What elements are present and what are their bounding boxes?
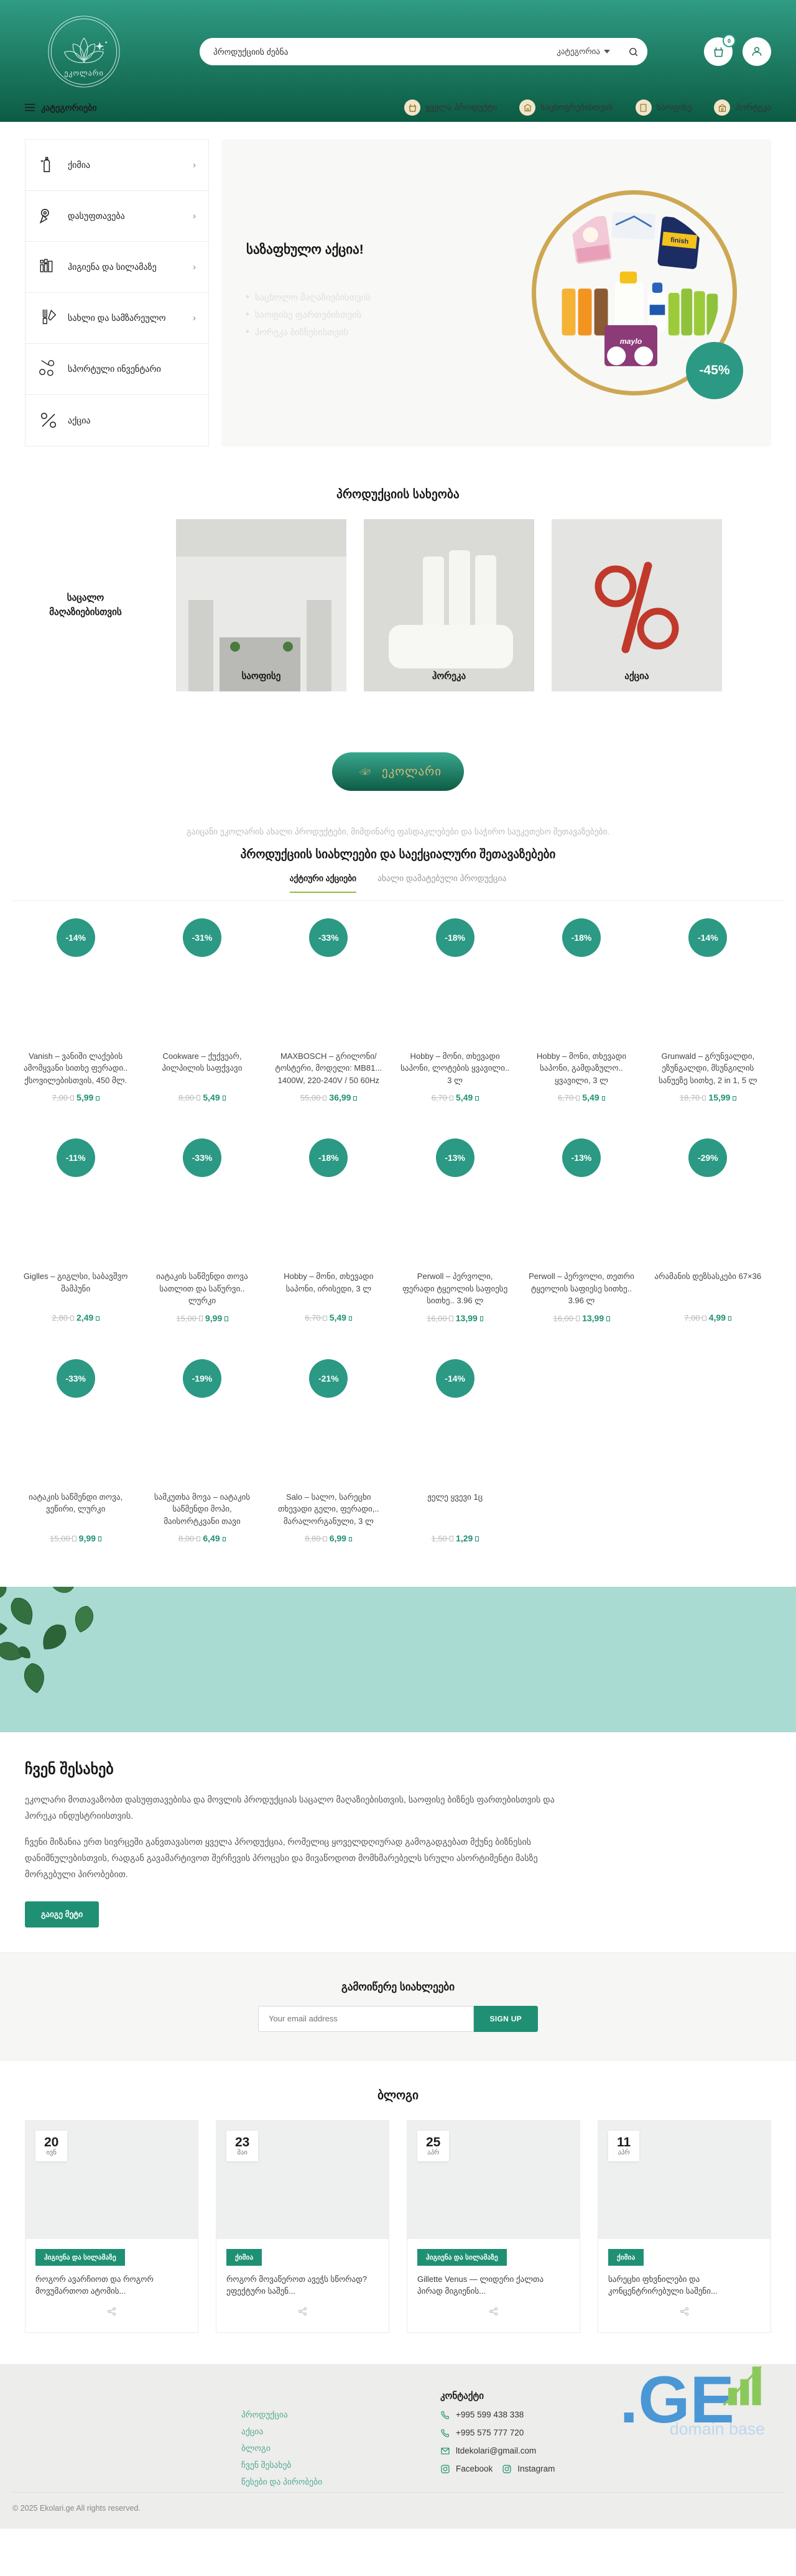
- svg-text:maylo: maylo: [620, 337, 642, 346]
- svg-text:domain base: domain base: [670, 2419, 765, 2438]
- svg-text:ეკოლარი: ეკოლარი: [64, 68, 103, 77]
